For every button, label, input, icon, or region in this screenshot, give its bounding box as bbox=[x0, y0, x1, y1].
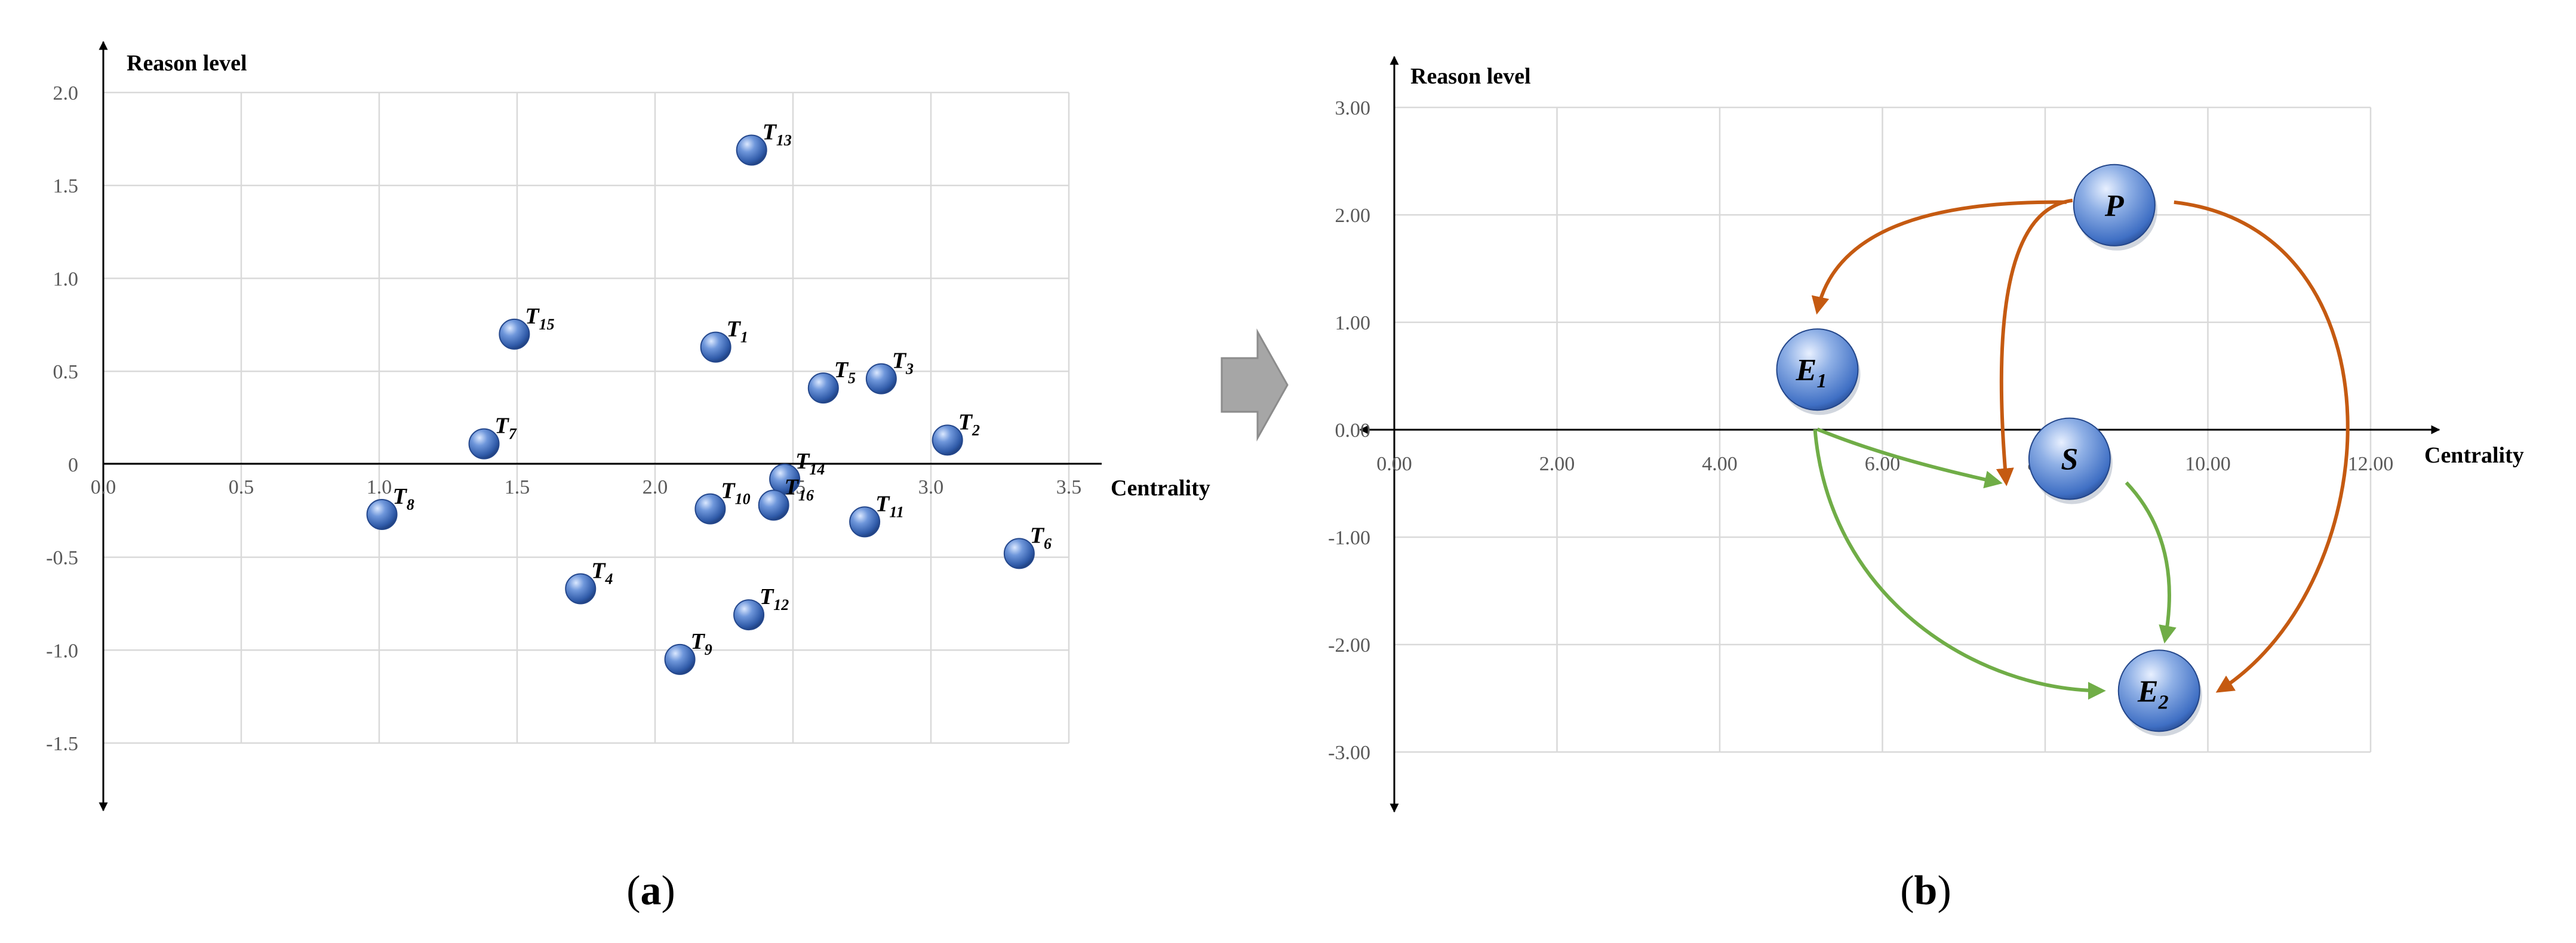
panel-a-point-label: T5 bbox=[834, 358, 856, 387]
panel-b-x-tick-label: 12.00 bbox=[2348, 453, 2394, 475]
panel-a-y-tick-label: -0.5 bbox=[46, 547, 78, 569]
panel-a-y-tick-label: 2.0 bbox=[53, 82, 79, 104]
panel-a-chart: 0.00.51.01.52.02.53.03.52.01.51.00.50-0.… bbox=[46, 41, 1210, 812]
panel-b-x-tick-label: 4.00 bbox=[1702, 453, 1738, 475]
panel-b-arrow-e1-to-s bbox=[1816, 427, 2003, 489]
panel-b-y-tick-label: 0.00 bbox=[1335, 420, 1371, 442]
panel-b-y-tick-label: 1.00 bbox=[1335, 312, 1371, 334]
panel-transition-arrow-icon bbox=[1221, 328, 1289, 442]
panel-b-y-tick-label: -2.00 bbox=[1328, 634, 1370, 657]
panel-a-point bbox=[499, 318, 530, 350]
panel-a-axes bbox=[99, 41, 1102, 812]
panel-a-y-axis-label: Reason level bbox=[127, 51, 247, 76]
panel-b-node-e1 bbox=[1776, 328, 1859, 411]
panel-a-points: T1 T2 T3 T4 T5 T6 T7 T8 T9 T10 T11 T12 T13 T14 T15 T16 bbox=[366, 120, 1052, 675]
panel-a-y-tick-label: -1.5 bbox=[46, 733, 78, 755]
panel-a-y-tick-label: 0 bbox=[68, 454, 78, 476]
panel-a-point bbox=[733, 599, 765, 631]
panel-b-arrow-e1-to-e2 bbox=[1813, 429, 2106, 700]
panel-a-point-label: T8 bbox=[393, 484, 414, 513]
panel-a-x-tick-label: 3.5 bbox=[1056, 476, 1082, 498]
panel-a-point-label: T14 bbox=[795, 449, 825, 478]
panel-b-node-label: E1 bbox=[1796, 353, 1827, 392]
panel-a-point bbox=[932, 424, 963, 456]
panel-b-axes bbox=[1359, 56, 2440, 813]
panel-b-node-label: S bbox=[2061, 443, 2078, 477]
panel-a-point bbox=[700, 331, 731, 363]
panel-a-y-tick-label: 1.5 bbox=[53, 175, 79, 198]
panel-a-grid bbox=[102, 91, 1070, 744]
panel-b-x-tick-label: 2.00 bbox=[1539, 453, 1575, 475]
panel-b-x-tick-label: 0.00 bbox=[1376, 453, 1412, 475]
panel-a-point-label: T15 bbox=[525, 304, 554, 333]
panel-b-node-label: P bbox=[2104, 189, 2125, 223]
panel-a-x-tick-label: 1.0 bbox=[367, 476, 392, 498]
panel-a-point-label: T2 bbox=[958, 409, 980, 439]
panel-a-point bbox=[1003, 538, 1035, 569]
panel-b-node-p bbox=[2073, 164, 2156, 246]
panel-b-arrows bbox=[1811, 198, 2350, 700]
panel-b-x-axis-label: Centrality bbox=[2424, 443, 2524, 468]
panel-b-arrow-p-to-e1 bbox=[1811, 200, 2067, 315]
panel-a-point bbox=[565, 573, 597, 605]
panel-b-grid bbox=[1393, 106, 2372, 753]
panel-b-y-axis-label: Reason level bbox=[1410, 64, 1531, 89]
panel-a-point bbox=[807, 372, 839, 404]
panel-a-y-tick-label: 1.0 bbox=[53, 268, 79, 290]
panel-a-x-tick-label: 0.5 bbox=[229, 476, 254, 498]
panel-a-x-tick-label: 1.5 bbox=[505, 476, 530, 498]
panel-a-point bbox=[769, 463, 801, 495]
panel-b-y-tick-label: -1.00 bbox=[1328, 527, 1370, 549]
panel-a-point bbox=[758, 489, 789, 521]
panel-a-point-label: T1 bbox=[727, 317, 748, 346]
panel-a-point bbox=[849, 506, 881, 538]
panel-a-y-tick-label: -1.0 bbox=[46, 640, 78, 662]
panel-b-arrow-p-to-e2 bbox=[2174, 200, 2350, 693]
panel-b-arrow-p-to-s bbox=[1996, 198, 2073, 486]
panel-a-x-tick-label: 2.0 bbox=[643, 476, 668, 498]
panel-a-y-tick-label: 0.5 bbox=[53, 361, 79, 383]
panel-b-x-tick-label: 10.00 bbox=[2185, 453, 2231, 475]
panel-a-point-label: T10 bbox=[721, 479, 750, 508]
panel-a-tick-labels: 0.00.51.01.52.02.53.03.52.01.51.00.50-0.… bbox=[46, 82, 1081, 755]
panel-a-point-label: T12 bbox=[760, 584, 789, 614]
panel-a-point bbox=[664, 643, 696, 675]
panel-a-point-label: T16 bbox=[785, 474, 814, 504]
panel-a-x-axis-label: Centrality bbox=[1111, 476, 1210, 501]
caption-a: (a) bbox=[626, 868, 675, 914]
panel-a-point bbox=[366, 498, 398, 530]
panel-a-x-tick-label: 0.0 bbox=[91, 476, 116, 498]
panel-a-point bbox=[694, 493, 726, 525]
panel-a-point-label: T9 bbox=[691, 629, 712, 658]
panel-a-x-tick-label: 3.0 bbox=[918, 476, 944, 498]
panel-b-chart: 0.002.004.006.008.0010.0012.003.002.001.… bbox=[1328, 56, 2524, 813]
panel-a-point-label: T6 bbox=[1030, 523, 1052, 552]
panel-a-point-label: T13 bbox=[763, 120, 792, 149]
panel-a-point bbox=[468, 428, 500, 460]
panel-a-point-label: T4 bbox=[591, 559, 613, 588]
caption-b: (b) bbox=[1900, 868, 1951, 914]
panel-a-point-label: T3 bbox=[892, 349, 914, 378]
panel-b-y-tick-label: 2.00 bbox=[1335, 205, 1371, 227]
panel-b-node-e2 bbox=[2117, 649, 2200, 732]
panel-b-node-label: E2 bbox=[2137, 674, 2169, 713]
panel-a-point-label: T7 bbox=[495, 414, 517, 443]
panel-b-y-tick-label: -3.00 bbox=[1328, 742, 1370, 764]
panel-b-y-tick-label: 3.00 bbox=[1335, 97, 1371, 119]
panel-a-point-label: T11 bbox=[875, 491, 904, 520]
panel-b-node-s bbox=[2028, 417, 2111, 500]
panel-a-point bbox=[865, 363, 897, 395]
panel-b-arrow-s-to-e2 bbox=[2125, 481, 2177, 644]
panel-a-point bbox=[736, 134, 767, 166]
panel-b-nodes: P E1 S E2 bbox=[1776, 164, 2202, 736]
